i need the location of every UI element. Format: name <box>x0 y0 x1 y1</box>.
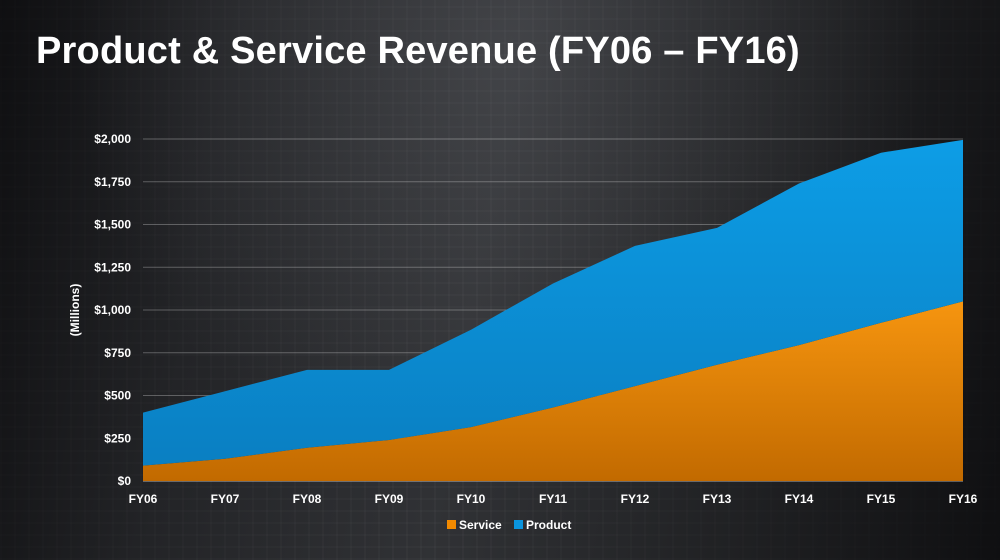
x-tick-label: FY13 <box>703 492 732 506</box>
legend-label-service: Service <box>459 518 502 532</box>
legend-swatch-service <box>447 520 456 529</box>
legend-label-product: Product <box>526 518 571 532</box>
x-tick-label: FY11 <box>539 492 567 506</box>
y-tick-label: $0 <box>118 474 132 488</box>
y-tick-label: $750 <box>104 346 131 360</box>
y-tick-label: $250 <box>104 431 131 445</box>
legend-swatch-product <box>514 520 523 529</box>
x-tick-label: FY12 <box>621 492 650 506</box>
area-product <box>143 139 963 466</box>
x-tick-label: FY14 <box>785 492 814 506</box>
area-service <box>143 301 963 481</box>
x-tick-label: FY16 <box>949 492 978 506</box>
x-axis-ticks: FY06 FY07 FY08 FY09 FY10 FY11 FY12 FY13 FY14 FY15… <box>129 492 978 506</box>
x-tick-label: FY08 <box>293 492 322 506</box>
y-axis-label: (Millions) <box>68 284 82 337</box>
x-tick-label: FY10 <box>457 492 486 506</box>
y-tick-label: $500 <box>104 389 131 403</box>
x-tick-label: FY06 <box>129 492 158 506</box>
y-tick-label: $1,500 <box>94 218 131 232</box>
y-tick-label: $1,750 <box>94 175 131 189</box>
x-tick-label: FY15 <box>867 492 896 506</box>
y-tick-label: $2,000 <box>94 132 131 146</box>
legend: Service Product <box>447 518 571 532</box>
y-tick-label: $1,000 <box>94 303 131 317</box>
x-tick-label: FY09 <box>375 492 404 506</box>
page-title: Product & Service Revenue (FY06 – FY16) <box>36 30 800 72</box>
plot-areas <box>143 139 963 481</box>
y-axis-ticks: $0 $250 $500 $750 $1,000 $1,250 $1,500 $1,750 $2… <box>94 132 131 488</box>
x-tick-label: FY07 <box>211 492 240 506</box>
y-tick-label: $1,250 <box>94 260 131 274</box>
